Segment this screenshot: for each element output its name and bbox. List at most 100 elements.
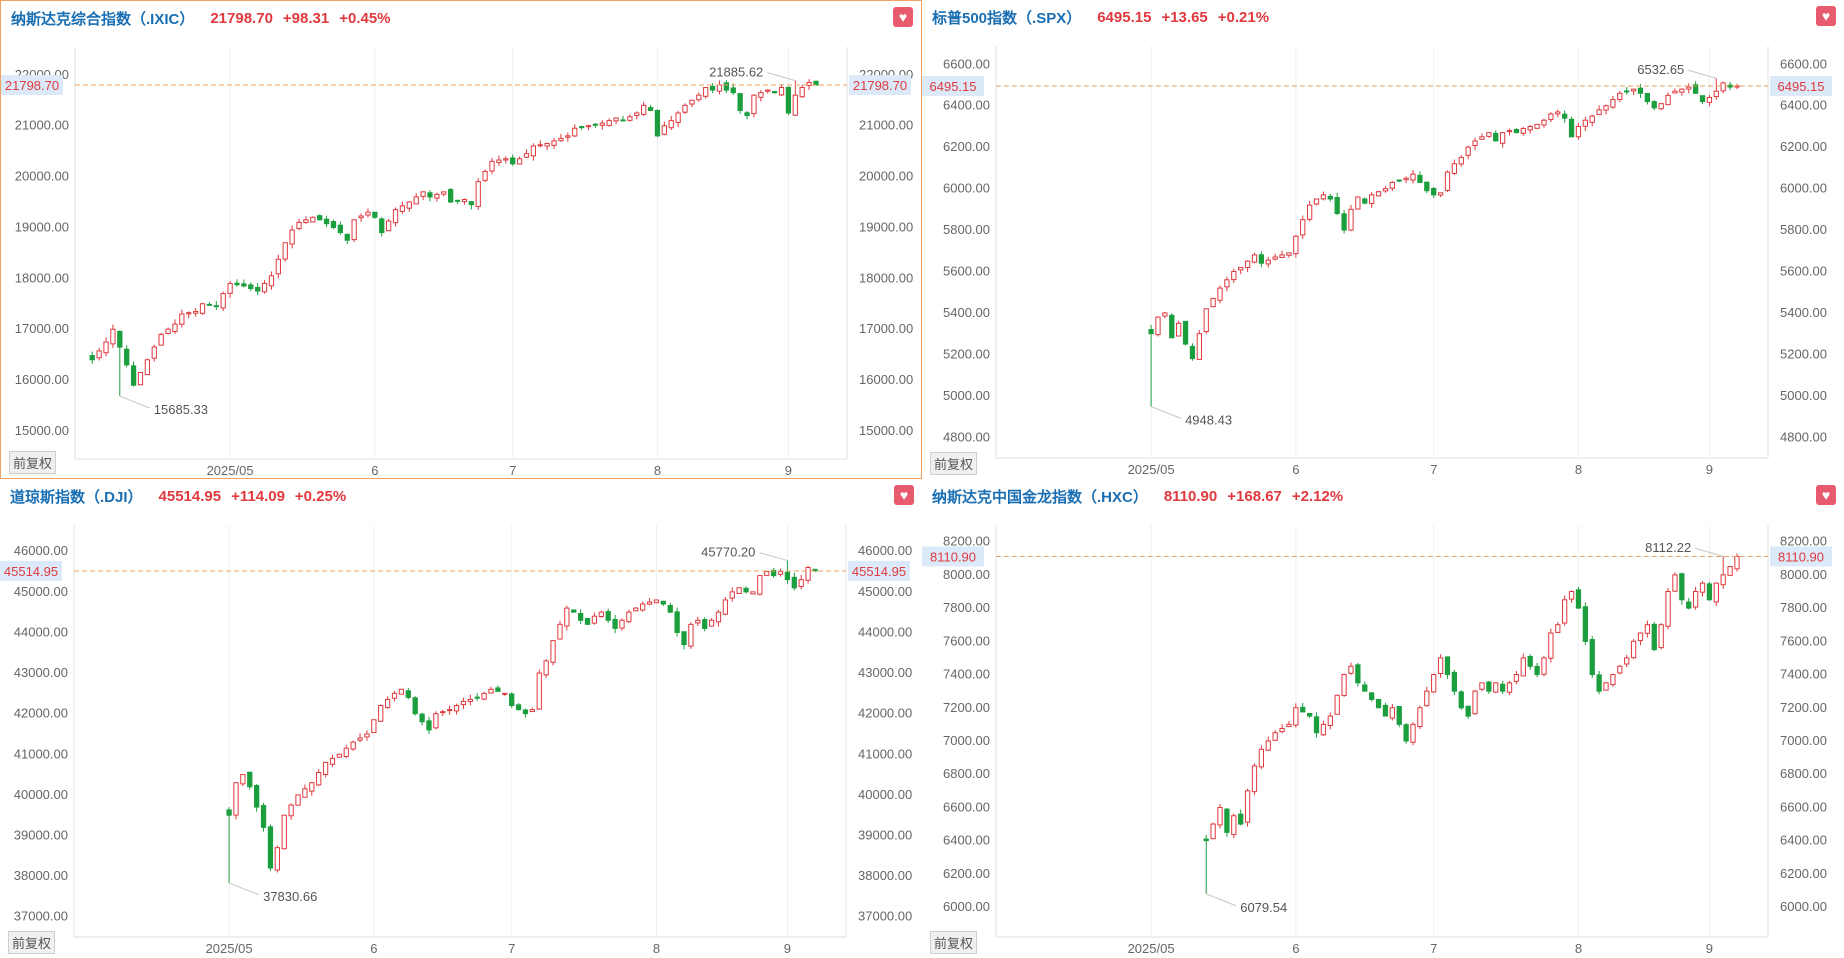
candle xyxy=(1630,88,1637,95)
y-tick-label-left: 6800.00 xyxy=(943,766,990,781)
candle-body xyxy=(1575,589,1582,609)
y-tick-label-right: 7200.00 xyxy=(1780,700,1827,715)
index-change: +98.31 xyxy=(282,9,330,27)
candle-body xyxy=(543,660,549,676)
candle xyxy=(1327,193,1333,202)
candlestick-chart[interactable]: 37000.00 37000.00 38000.00 38000.00 39000.00… xyxy=(0,479,922,958)
high-annotation: 6532.65 xyxy=(1637,62,1684,77)
candle-body xyxy=(220,293,226,309)
candle-body xyxy=(619,619,625,629)
y-tick-label-right: 38000.00 xyxy=(858,868,912,883)
y-tick-label-right: 6400.00 xyxy=(1780,98,1827,113)
index-name[interactable]: 标普500指数（.SPX） xyxy=(932,9,1082,27)
candle xyxy=(1720,556,1726,589)
candle-body xyxy=(1603,682,1609,691)
candle xyxy=(482,169,488,183)
candlestick-chart[interactable]: 15000.00 15000.00 16000.00 16000.00 17000.00… xyxy=(1,1,923,480)
candle xyxy=(172,319,178,335)
candle xyxy=(592,122,599,128)
candle-body xyxy=(736,587,742,594)
candle xyxy=(124,345,130,368)
favorite-heart-icon[interactable]: ♥ xyxy=(1816,485,1836,505)
candle xyxy=(1479,682,1485,692)
current-price-label-left: 8110.90 xyxy=(930,549,976,564)
candle-body xyxy=(1410,173,1416,181)
candle xyxy=(213,301,219,310)
y-tick-label-right: 7000.00 xyxy=(1780,733,1827,748)
y-tick-label-right: 46000.00 xyxy=(858,543,912,558)
candle xyxy=(606,118,612,127)
price-adjust-button[interactable]: 前复权 xyxy=(8,931,56,954)
candle xyxy=(1417,171,1423,183)
y-tick-label-right: 5400.00 xyxy=(1780,305,1827,320)
candle-body xyxy=(1720,574,1726,586)
candle xyxy=(412,696,418,716)
price-adjust-button[interactable]: 前复权 xyxy=(930,931,978,954)
index-name[interactable]: 道琼斯指数（.DJI） xyxy=(10,488,143,506)
candle xyxy=(254,784,260,812)
candle xyxy=(799,84,805,99)
candle-body xyxy=(1624,90,1630,93)
candle-body xyxy=(1251,254,1258,263)
candle-body xyxy=(1196,333,1202,360)
candle xyxy=(495,685,501,692)
candle-body xyxy=(447,709,453,712)
candle-body xyxy=(729,591,735,599)
candle xyxy=(1369,192,1375,208)
candle-body xyxy=(1244,260,1251,269)
candle-body xyxy=(572,127,578,137)
candle-body xyxy=(1431,674,1437,693)
candlestick-chart[interactable]: 4800.00 4800.00 5000.00 5000.00 5200.00 5200.… xyxy=(922,0,1844,479)
panel-ixic[interactable]: 纳斯达克综合指数（.IXIC） 21798.70 +98.31 +0.45% ♥… xyxy=(0,0,922,479)
candlestick-chart[interactable]: 6000.00 6000.00 6200.00 6200.00 6400.00 6400.… xyxy=(922,479,1844,958)
candle-body xyxy=(267,826,274,869)
panel-dji[interactable]: 道琼斯指数（.DJI） 45514.95 +114.09 +0.25% ♥ 37… xyxy=(0,479,922,958)
panel-spx[interactable]: 标普500指数（.SPX） 6495.15 +13.65 +0.21% ♥ 48… xyxy=(922,0,1844,479)
favorite-heart-icon[interactable]: ♥ xyxy=(893,7,913,27)
candle-body xyxy=(1375,191,1382,197)
candle xyxy=(103,337,109,357)
candle-body xyxy=(606,120,612,127)
candle xyxy=(1624,87,1630,95)
candle-body xyxy=(1375,699,1382,709)
candle-body xyxy=(1437,657,1444,675)
index-name[interactable]: 纳斯达克综合指数（.IXIC） xyxy=(11,10,195,28)
candle xyxy=(1334,192,1340,216)
candle xyxy=(289,225,295,249)
price-adjust-button[interactable]: 前复权 xyxy=(930,452,978,475)
favorite-heart-icon[interactable]: ♥ xyxy=(894,485,914,505)
index-name[interactable]: 纳斯达克中国金龙指数（.HXC） xyxy=(932,488,1148,506)
candle-body xyxy=(1362,684,1368,692)
candle-body xyxy=(233,782,239,816)
favorite-heart-icon[interactable]: ♥ xyxy=(1816,6,1836,26)
candle-body xyxy=(427,192,433,198)
price-adjust-button[interactable]: 前复权 xyxy=(9,451,57,474)
candle xyxy=(1513,670,1520,685)
candle-body xyxy=(661,125,667,135)
panel-hxc[interactable]: 纳斯达克中国金龙指数（.HXC） 8110.90 +168.67 +2.12% … xyxy=(922,479,1844,958)
candle xyxy=(220,291,226,311)
y-tick-label-left: 37000.00 xyxy=(14,909,68,924)
y-tick-label-right: 6600.00 xyxy=(1780,799,1827,814)
y-tick-label-right: 37000.00 xyxy=(858,909,912,924)
x-tick-label: 9 xyxy=(1706,941,1713,956)
candle-body xyxy=(274,847,280,871)
panel-header: 纳斯达克综合指数（.IXIC） 21798.70 +98.31 +0.45% xyxy=(11,7,391,29)
candle xyxy=(1265,736,1271,752)
y-tick-label-left: 6400.00 xyxy=(943,833,990,848)
candle xyxy=(758,90,764,102)
candle xyxy=(365,208,371,218)
candle-body xyxy=(688,623,694,647)
candle xyxy=(1279,250,1285,259)
candle xyxy=(358,213,364,222)
candle-body xyxy=(384,698,391,708)
candle xyxy=(1568,116,1575,138)
candle-body xyxy=(1210,823,1216,840)
candle xyxy=(1555,109,1561,118)
candle-body xyxy=(1658,103,1664,110)
candle-body xyxy=(592,123,599,126)
candle xyxy=(384,696,391,709)
candle xyxy=(1293,234,1299,258)
candle-body xyxy=(454,199,461,202)
candle-body xyxy=(1479,682,1485,690)
